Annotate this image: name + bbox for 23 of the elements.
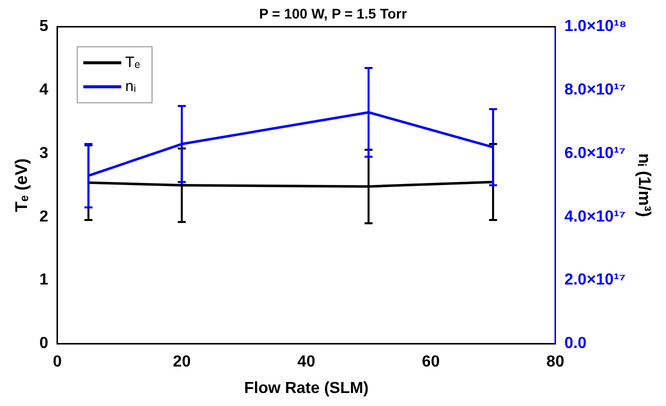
- legend-label: nᵢ: [125, 78, 136, 95]
- legend-label: Tₑ: [125, 54, 140, 71]
- x-tick-label: 40: [297, 354, 316, 371]
- y-tick-label: 2: [39, 208, 48, 226]
- y2-tick-label: 2.0×10¹⁷: [564, 272, 626, 289]
- y2-tick-label: 8.0×10¹⁷: [564, 82, 626, 99]
- y-tick-label: 0: [39, 335, 48, 352]
- x-tick-label: 20: [172, 354, 191, 371]
- y2-tick-label: 6.0×10¹⁷: [564, 144, 626, 162]
- y2-tick-label: 4.0×10¹⁷: [564, 208, 626, 226]
- y-tick-label: 4: [39, 82, 48, 99]
- y2-tick-label: 1.0×10¹⁸: [564, 18, 627, 36]
- y-tick-label: 1: [39, 272, 48, 289]
- x-tick-label: 0: [52, 354, 62, 371]
- y2-tick-label: 0.0: [564, 335, 587, 352]
- x-tick-label: 80: [546, 354, 564, 371]
- y-axis-title: Tₑ (eV): [12, 158, 31, 212]
- y-tick-label: 5: [39, 18, 48, 36]
- x-tick-label: 60: [422, 354, 440, 371]
- y2-axis-title: nᵢ (1/m³): [635, 153, 654, 218]
- chart-title: P = 100 W, P = 1.5 Torr: [259, 5, 408, 22]
- y-tick-label: 3: [39, 144, 48, 162]
- x-axis-title: Flow Rate (SLM): [244, 380, 369, 397]
